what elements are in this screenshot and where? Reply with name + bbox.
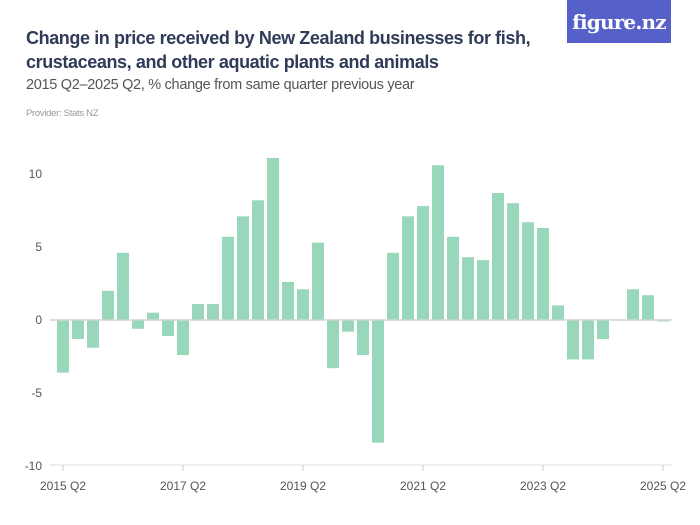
bar-2020-q1 [342, 320, 354, 332]
bar-2021-q1 [402, 216, 414, 320]
x-tick-label: 2017 Q2 [160, 479, 206, 493]
bar-2019-q1 [282, 282, 294, 320]
bar-2020-q2 [357, 320, 369, 356]
bar-2019-q2 [297, 289, 309, 320]
bar-2022-q2 [477, 260, 489, 320]
bar-2016-q2 [117, 252, 129, 320]
bar-2023-q2 [537, 228, 549, 320]
x-tick-label: 2015 Q2 [40, 479, 86, 493]
bar-2023-q1 [522, 222, 534, 320]
bar-2017-q4 [207, 303, 219, 320]
y-tick-label: -5 [31, 386, 42, 400]
y-tick-label: 10 [29, 167, 43, 181]
provider-label: Provider: Stats NZ [26, 108, 99, 119]
bar-2023-q3 [552, 305, 564, 320]
bar-2018-q2 [237, 216, 249, 320]
bar-2015-q4 [87, 320, 99, 348]
bar-2017-q2 [177, 320, 189, 356]
y-tick-label: -10 [25, 459, 43, 473]
x-tick-label: 2019 Q2 [280, 479, 326, 493]
bar-2024-q4 [627, 289, 639, 320]
bar-2020-q4 [387, 252, 399, 320]
bar-2020-q3 [372, 320, 384, 443]
bar-2022-q4 [507, 203, 519, 320]
x-tick-label: 2023 Q2 [520, 479, 566, 493]
bar-2015-q2 [57, 320, 69, 373]
y-tick-label: 0 [35, 313, 42, 327]
bar-2022-q3 [492, 192, 504, 320]
bar-2021-q3 [432, 165, 444, 320]
bar-2017-q3 [192, 303, 204, 320]
bar-2024-q2 [597, 320, 609, 339]
bar-2023-q4 [567, 320, 579, 360]
figure-nz-logo[interactable]: figure.nz [567, 0, 671, 43]
bar-2021-q2 [417, 206, 429, 320]
bar-2025-q1 [642, 295, 654, 320]
bar-2019-q3 [312, 242, 324, 320]
bar-2018-q4 [267, 157, 279, 320]
bar-2019-q4 [327, 320, 339, 369]
bar-2015-q3 [72, 320, 84, 339]
bar-2022-q1 [462, 257, 474, 320]
bar-2016-q4 [147, 312, 159, 320]
bar-2021-q4 [447, 236, 459, 320]
chart-subtitle: 2015 Q2–2025 Q2, % change from same quar… [26, 77, 415, 93]
bar-2017-q1 [162, 320, 174, 337]
x-tick-label: 2025 Q2 [640, 479, 686, 493]
bar-2024-q1 [582, 320, 594, 360]
y-tick-label: 5 [35, 240, 42, 254]
chart-title: Change in price received by New Zealand … [26, 28, 531, 72]
bar-2016-q3 [132, 320, 144, 329]
bar-2018-q1 [222, 236, 234, 320]
bar-2018-q3 [252, 200, 264, 320]
x-tick-label: 2021 Q2 [400, 479, 446, 493]
bar-2016-q1 [102, 290, 114, 320]
